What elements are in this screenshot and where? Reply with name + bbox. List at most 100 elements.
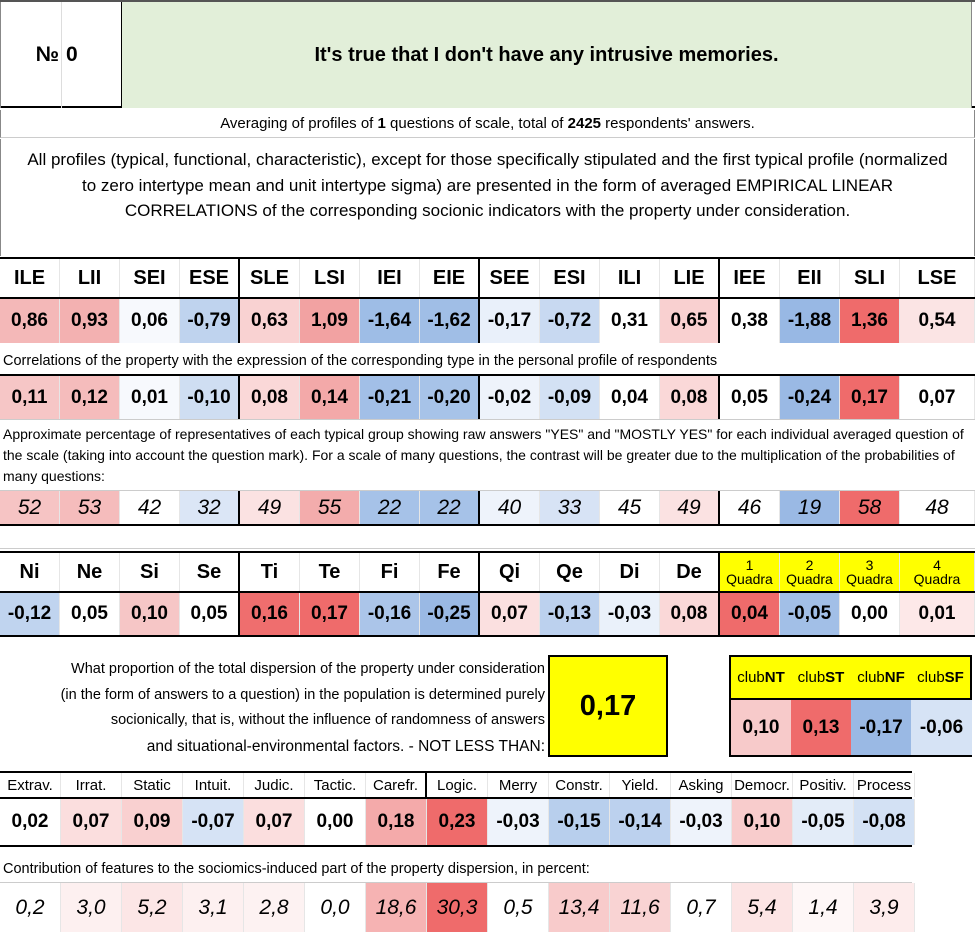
function-value: 0,07	[480, 593, 540, 635]
type-profile-value: -1,64	[360, 299, 420, 343]
feature-value: -0,08	[854, 799, 915, 845]
type-profile-value: 0,31	[600, 299, 660, 343]
type-correlation-value: 0,05	[720, 376, 780, 419]
type-correlation-value: 0,17	[840, 376, 900, 419]
type-correlation-value: 0,07	[900, 376, 975, 419]
quadra-number: 2	[805, 557, 814, 573]
feature-header-intuit: Intuit.	[183, 773, 244, 797]
summary-middle: questions of scale, total of	[385, 115, 568, 132]
type-percentage-value: 49	[240, 491, 300, 524]
respondents-count: 2425	[567, 115, 602, 132]
type-header-sei: SEI	[120, 259, 180, 297]
feature-contribution-value: 5,4	[732, 883, 793, 932]
club-value: 0,10	[731, 700, 791, 755]
feature-header-carefr: Carefr.	[366, 773, 427, 797]
function-value: 0,17	[300, 593, 360, 635]
type-percentage-value: 53	[60, 491, 120, 524]
number-value: 0	[62, 2, 122, 108]
feature-value: -0,03	[488, 799, 549, 845]
type-correlation-value: 0,11	[0, 376, 60, 419]
functions-header-row: Ni Ne Si Se Ti Te Fi Fe Qi Qe Di De 1 Quadra 2 Quadra 3 Q…	[0, 551, 975, 593]
type-header-lie: LIE	[660, 259, 720, 297]
feature-contribution-value: 18,6	[366, 883, 427, 932]
type-correlation-value: -0,24	[780, 376, 840, 419]
type-profile-value: 0,93	[60, 299, 120, 343]
feature-header-merry: Merry	[488, 773, 549, 797]
clubs-header-row: club NT club ST club NF club SF	[729, 655, 972, 700]
type-header-eii: EII	[780, 259, 840, 297]
quadra-number: 4	[933, 557, 941, 573]
type-profile-value: 1,36	[840, 299, 900, 343]
quadra-label: Quadra	[913, 571, 961, 587]
type-percentage-value: 58	[840, 491, 900, 524]
feature-value: -0,05	[793, 799, 854, 845]
percentage-note: Approximate percentage of representative…	[0, 424, 975, 488]
dispersion-value: 0,17	[548, 655, 668, 757]
quadra-value: -0,05	[780, 593, 840, 635]
club-prefix: club	[737, 669, 765, 686]
type-correlation-value: -0,10	[180, 376, 240, 419]
quadra-label: Quadra	[786, 571, 833, 587]
header-row: № 0 It's true that I don't have any intr…	[0, 0, 975, 108]
function-value: -0,13	[540, 593, 600, 635]
question-number: 0	[66, 43, 78, 66]
club-prefix: club	[917, 669, 945, 686]
function-header-qe: Qe	[540, 553, 600, 591]
type-profile-value: 0,63	[240, 299, 300, 343]
feature-contribution-value: 11,6	[610, 883, 671, 932]
contribution-row: 0,2 3,0 5,2 3,1 2,8 0,0 18,6 30,3 0,5 13,4 11,6 0,7…	[0, 882, 915, 932]
type-header-ile: ILE	[0, 259, 60, 297]
type-percentage-value: 32	[180, 491, 240, 524]
dispersion-text: What proportion of the total dispersion …	[60, 657, 545, 757]
feature-header-logic: Logic.	[427, 773, 488, 797]
number-sign: №	[35, 43, 59, 66]
quadra-value: 0,04	[720, 593, 780, 635]
type-percentage-value: 22	[360, 491, 420, 524]
types-percentage-row: 52 53 42 32 49 55 22 22 40 33 45 49 46 19 58 48	[0, 490, 975, 526]
type-profile-value: -0,72	[540, 299, 600, 343]
type-correlation-value: -0,09	[540, 376, 600, 419]
contribution-note-text: Contribution of features to the sociomic…	[3, 861, 590, 877]
quadra-label: Quadra	[846, 571, 893, 587]
function-value: 0,05	[60, 593, 120, 635]
club-header-sf: club SF	[911, 657, 970, 698]
feature-value: 0,10	[732, 799, 793, 845]
quadra-number: 3	[865, 557, 874, 573]
feature-contribution-value: 30,3	[427, 883, 488, 932]
divider	[0, 548, 975, 549]
club-header-nf: club NF	[851, 657, 911, 698]
type-percentage-value: 19	[780, 491, 840, 524]
feature-value: -0,07	[183, 799, 244, 845]
type-header-ese: ESE	[180, 259, 240, 297]
feature-value: 0,07	[61, 799, 122, 845]
club-prefix: club	[857, 669, 885, 686]
type-header-lsi: LSI	[300, 259, 360, 297]
type-header-iei: IEI	[360, 259, 420, 297]
type-profile-value: -1,88	[780, 299, 840, 343]
feature-contribution-value: 0,2	[0, 883, 61, 932]
summary-suffix: respondents' answers.	[601, 115, 755, 132]
function-header-te: Te	[300, 553, 360, 591]
club-code: NT	[764, 669, 785, 686]
summary-prefix: Averaging of profiles of	[220, 115, 378, 132]
type-correlation-value: 0,08	[240, 376, 300, 419]
type-profile-value: 1,09	[300, 299, 360, 343]
features-header-row: Extrav. Irrat. Static Intuit. Judic. Tactic. C…	[0, 771, 915, 799]
feature-contribution-value: 1,4	[793, 883, 854, 932]
type-header-see: SEE	[480, 259, 540, 297]
features-values-row: 0,02 0,07 0,09 -0,07 0,07 0,00 0,18 0,23 -0,03 -0…	[0, 799, 915, 847]
feature-header-yield: Yield.	[610, 773, 671, 797]
type-header-sle: SLE	[240, 259, 300, 297]
feature-value: 0,02	[0, 799, 61, 845]
feature-header-extrav: Extrav.	[0, 773, 61, 797]
questions-count: 1	[377, 115, 386, 132]
type-percentage-value: 40	[480, 491, 540, 524]
function-value: 0,10	[120, 593, 180, 635]
type-header-iee: IEE	[720, 259, 780, 297]
feature-contribution-value: 3,9	[854, 883, 915, 932]
functions-values-row: -0,12 0,05 0,10 0,05 0,16 0,17 -0,16 -0,25 0,07-…	[0, 593, 975, 637]
type-profile-value: 0,65	[660, 299, 720, 343]
quadra-label: Quadra	[726, 571, 773, 587]
quadra-header-2: 2 Quadra	[780, 553, 840, 591]
type-correlation-value: -0,02	[480, 376, 540, 419]
